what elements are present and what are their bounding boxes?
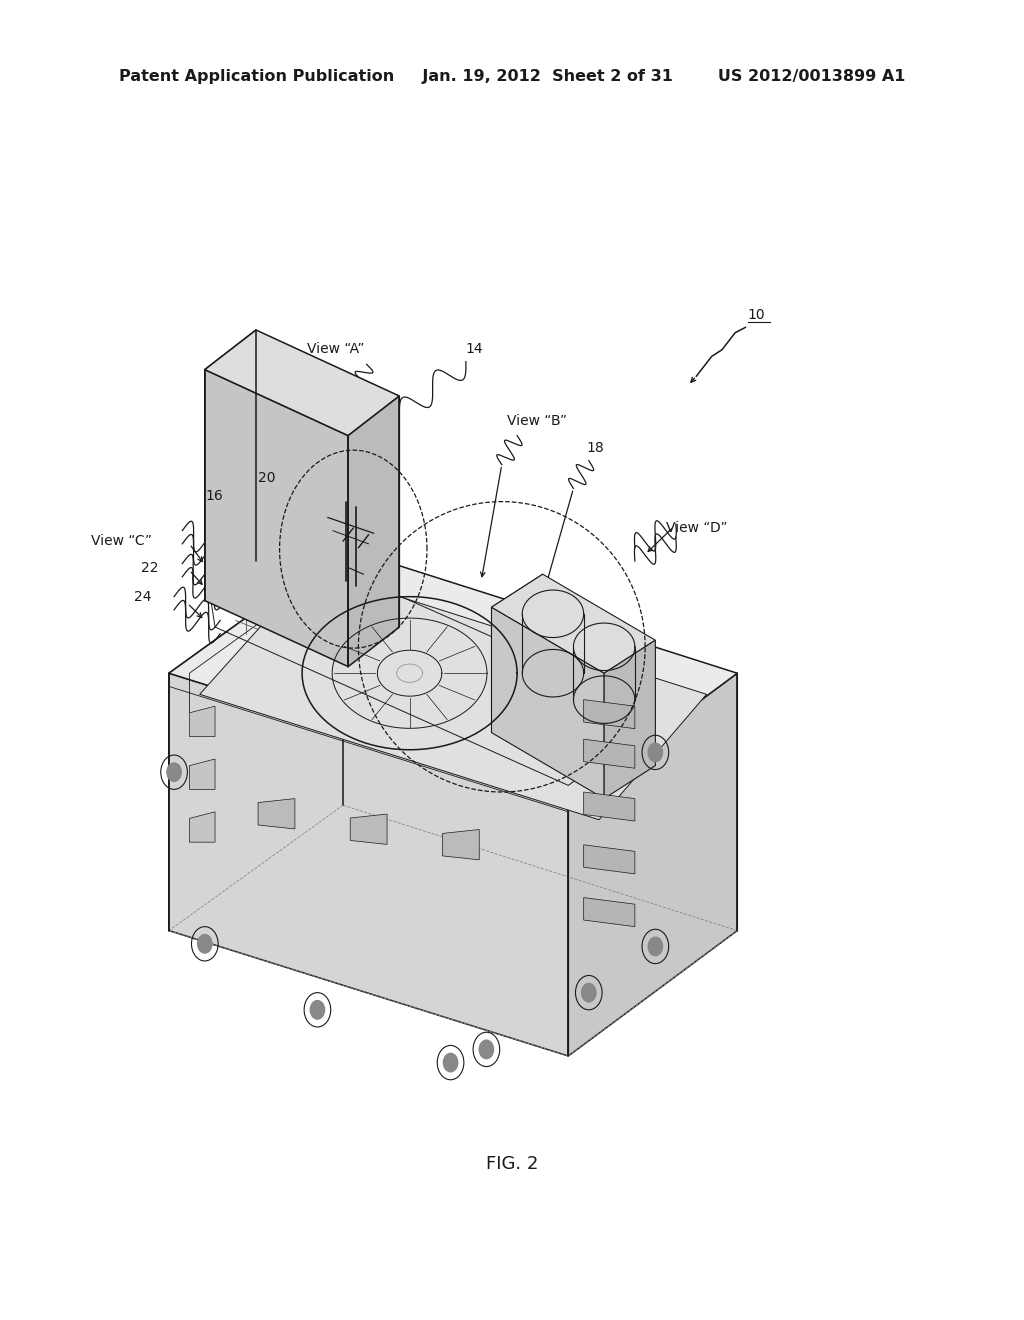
Circle shape [443, 1053, 458, 1072]
Text: 24: 24 [134, 590, 152, 603]
Polygon shape [350, 814, 387, 845]
Polygon shape [584, 792, 635, 821]
Polygon shape [492, 574, 655, 673]
Polygon shape [189, 812, 215, 842]
Circle shape [582, 983, 596, 1002]
Text: 16: 16 [206, 490, 223, 503]
Text: View “D”: View “D” [666, 521, 727, 535]
Text: FIG. 2: FIG. 2 [485, 1155, 539, 1173]
Polygon shape [189, 759, 215, 789]
Text: 14: 14 [466, 342, 483, 356]
Polygon shape [205, 330, 256, 601]
Text: View “A”: View “A” [307, 342, 365, 356]
Polygon shape [584, 845, 635, 874]
Polygon shape [169, 548, 737, 799]
Polygon shape [584, 739, 635, 768]
Polygon shape [348, 396, 399, 667]
Circle shape [648, 743, 663, 762]
Text: View “C”: View “C” [90, 535, 152, 548]
Polygon shape [169, 673, 568, 1056]
Text: 22: 22 [141, 561, 159, 574]
Circle shape [198, 935, 212, 953]
Polygon shape [568, 673, 737, 1056]
Polygon shape [492, 574, 543, 733]
Text: 10: 10 [748, 308, 765, 322]
Polygon shape [258, 799, 295, 829]
Text: 20: 20 [258, 471, 275, 484]
Polygon shape [189, 706, 215, 737]
Circle shape [648, 937, 663, 956]
Circle shape [167, 763, 181, 781]
Polygon shape [205, 370, 348, 667]
Polygon shape [604, 640, 655, 799]
Text: 18: 18 [587, 441, 604, 455]
Text: View “B”: View “B” [507, 413, 567, 428]
Text: Patent Application Publication     Jan. 19, 2012  Sheet 2 of 31        US 2012/0: Patent Application Publication Jan. 19, … [119, 69, 905, 84]
Circle shape [479, 1040, 494, 1059]
Polygon shape [200, 569, 707, 820]
Circle shape [310, 1001, 325, 1019]
Polygon shape [205, 330, 399, 436]
Polygon shape [584, 700, 635, 729]
Polygon shape [492, 607, 604, 799]
Polygon shape [584, 898, 635, 927]
Polygon shape [169, 548, 343, 931]
Polygon shape [442, 829, 479, 859]
